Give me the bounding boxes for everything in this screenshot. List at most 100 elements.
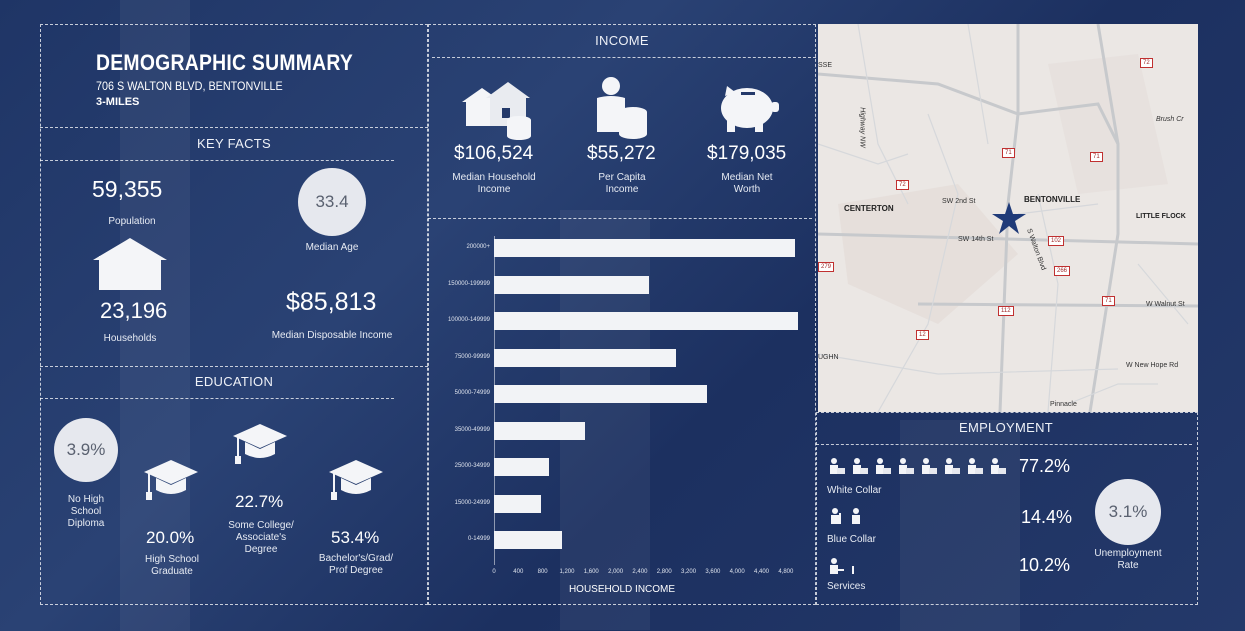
some-college-label: Some College/Associate's Degree (228, 520, 294, 555)
map-label: Pinnacle (1050, 401, 1077, 408)
highway-shield: 12 (916, 330, 929, 340)
median-net-worth-value: $179,035 (707, 143, 787, 164)
highway-shield: 112 (998, 306, 1014, 316)
chart-x-tick-label: 800 (537, 568, 548, 575)
chart-category-label: 50000-74999 (454, 390, 490, 396)
services-value: 10.2% (1019, 555, 1071, 575)
chart-bar (494, 239, 795, 257)
white-collar-value: 77.2% (1019, 456, 1071, 476)
chart-x-tick-label: 2,400 (632, 568, 648, 575)
key-facts-title: KEY FACTS (197, 136, 271, 151)
services-label: Services (827, 581, 866, 592)
population-label: Population (108, 216, 156, 227)
chart-x-tick-label: 1,200 (559, 568, 575, 575)
chart-bar (494, 494, 542, 513)
blue-collar-value: 14.4% (1021, 507, 1073, 527)
person-money-icon (597, 77, 647, 139)
chart-x-tick-label: 3,200 (681, 568, 697, 575)
white-collar-icons (828, 457, 1012, 480)
unemployment-rate-label: Unemployment Rate (1094, 548, 1162, 571)
chart-x-tick-label: 1,600 (583, 568, 599, 575)
map-label: W New Hope Rd (1126, 362, 1179, 369)
map-label: UGHN (818, 354, 839, 361)
blue-collar-label: Blue Collar (827, 534, 876, 545)
highway-shield: 71 (1002, 148, 1015, 158)
office-worker-icon (989, 457, 1007, 475)
highway-shield: 71 (1090, 152, 1103, 162)
divider (432, 57, 816, 58)
per-capita-income-label: Per Capita Income (598, 172, 646, 195)
left-panel (40, 24, 428, 605)
disposable-income-label: Median Disposable Income (271, 330, 393, 341)
office-worker-icon (828, 457, 846, 475)
graduation-cap-icon (233, 424, 287, 464)
high-school-label: High School Graduate (145, 554, 199, 577)
highway-shield: 72 (896, 180, 909, 190)
chart-category-label: 35000-49999 (454, 426, 490, 433)
employment-title: EMPLOYMENT (958, 420, 1053, 435)
service-worker-icon (851, 557, 855, 575)
location-map[interactable]: SSE Highway NW Brush Cr CENTERTON BENTON… (818, 24, 1198, 412)
chart-bar (494, 312, 798, 330)
chart-bar (494, 531, 563, 549)
chart-category-label: 25000-34999 (454, 463, 490, 469)
highway-shield: 71 (1102, 296, 1115, 306)
bachelor-label: Bachelor's/Grad/Prof Degree (318, 553, 394, 576)
chart-category-label: 15000-24999 (454, 499, 490, 506)
map-label-bentonville: BENTONVILLE (1024, 195, 1081, 204)
address: 706 S WALTON BLVD, BENTONVILLE (96, 79, 283, 93)
graduation-cap-icon (144, 460, 198, 500)
population-value: 59,355 (92, 176, 163, 202)
median-age-circle: 33.4 (298, 168, 366, 236)
median-age-label: Median Age (305, 242, 359, 253)
graduation-cap-icon (329, 460, 383, 500)
map-label: SSE (818, 62, 833, 69)
chart-x-axis-label: HOUSEHOLD INCOME (568, 584, 676, 595)
map-label: W Walnut St (1146, 301, 1185, 308)
employment-panel (816, 412, 1198, 605)
map-label: SW 14th St (958, 236, 994, 243)
highway-shield: 72 (1140, 58, 1153, 68)
service-worker-icon (828, 557, 846, 575)
divider (40, 160, 394, 161)
map-label: Highway NW (858, 107, 866, 148)
page-title: DEMOGRAPHIC SUMMARY (96, 50, 354, 75)
office-worker-icon (897, 457, 915, 475)
office-worker-icon (966, 457, 984, 475)
white-collar-label: White Collar (827, 485, 882, 496)
median-net-worth-label: Median Net Worth (721, 172, 773, 195)
chart-x-tick-label: 3,600 (705, 568, 721, 575)
chart-x-tick-label: 400 (513, 568, 524, 575)
education-title: EDUCATION (194, 374, 274, 389)
median-household-income-label: Median Household Income (452, 172, 536, 195)
piggy-bank-icon (721, 86, 779, 132)
chart-x-tick-label: 4,800 (778, 568, 794, 575)
chart-x-tick-label: 2,000 (608, 568, 624, 575)
chart-x-tick-label: 0 (492, 568, 496, 575)
some-college-value: 22.7% (235, 492, 284, 511)
divider (40, 127, 428, 128)
chart-bar (494, 421, 586, 440)
radius-label: 3-MILES (96, 96, 140, 108)
chart-x-tick-label: 4,000 (729, 568, 745, 575)
divider (40, 398, 394, 399)
houses-money-icon (462, 82, 531, 140)
chart-category-label: 200000+ (466, 244, 490, 250)
map-label: SW 2nd St (942, 198, 976, 205)
high-school-value: 20.0% (146, 528, 195, 547)
chart-category-label: 0-14999 (467, 536, 490, 542)
location-star-marker-icon (992, 202, 1026, 234)
chart-x-tick-label: 4,400 (754, 568, 770, 575)
map-label-centerton: CENTERTON (844, 204, 894, 213)
map-label: Brush Cr (1156, 116, 1184, 123)
households-label: Households (103, 333, 157, 344)
laborer-icon (851, 507, 861, 525)
disposable-income-value: $85,813 (286, 288, 377, 316)
unemployment-rate-circle: 3.1% (1095, 479, 1161, 545)
divider (428, 218, 812, 219)
highway-shield: 266 (1054, 266, 1071, 276)
chart-bar (494, 458, 549, 476)
office-worker-icon (920, 457, 938, 475)
house-icon (93, 238, 167, 290)
income-panel (428, 24, 816, 605)
